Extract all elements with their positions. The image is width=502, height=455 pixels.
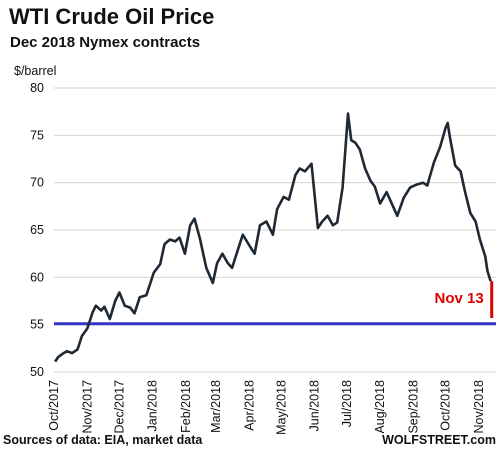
brand-label: WOLFSTREET.com	[382, 433, 496, 447]
nov-13-annotation: Nov 13	[435, 290, 484, 307]
x-tick-label: Nov/2017	[80, 380, 94, 434]
source-note: Sources of data: EIA, market data	[3, 433, 203, 447]
y-tick-label: 50	[30, 365, 44, 379]
gridlines	[54, 87, 496, 373]
y-tick-label: 65	[30, 223, 44, 237]
x-tick-label: May/2018	[274, 380, 288, 435]
x-tick-label: Nov/2018	[472, 380, 486, 434]
x-tick-label: Dec/2017	[112, 380, 126, 434]
y-tick-label: 70	[30, 176, 44, 190]
chart-subtitle: Dec 2018 Nymex contracts	[10, 34, 201, 51]
y-tick-labels: 50 55 60 65 70 75 80	[30, 81, 44, 379]
x-tick-label: Aug/2018	[373, 380, 387, 434]
x-tick-label: Jul/2018	[340, 380, 354, 427]
chart-title: WTI Crude Oil Price	[9, 4, 215, 29]
price-series-line	[54, 112, 492, 363]
x-tick-labels: Oct/2017 Nov/2017 Dec/2017 Jan/2018 Feb/2018…	[47, 380, 486, 435]
y-tick-label: 80	[30, 81, 44, 95]
x-tick-label: Jun/2018	[308, 380, 322, 431]
x-tick-label: Sep/2018	[406, 380, 420, 434]
x-tick-label: Oct/2017	[47, 380, 61, 431]
x-tick-label: Feb/2018	[179, 380, 193, 433]
y-tick-label: 55	[30, 318, 44, 332]
x-tick-label: Jan/2018	[146, 380, 160, 431]
x-tick-label: Oct/2018	[439, 380, 453, 431]
y-tick-label: 60	[30, 270, 44, 284]
x-tick-label: Apr/2018	[242, 380, 256, 431]
y-tick-label: 75	[30, 128, 44, 142]
y-axis-label: $/barrel	[14, 64, 57, 78]
x-tick-label: Mar/2018	[209, 380, 223, 433]
